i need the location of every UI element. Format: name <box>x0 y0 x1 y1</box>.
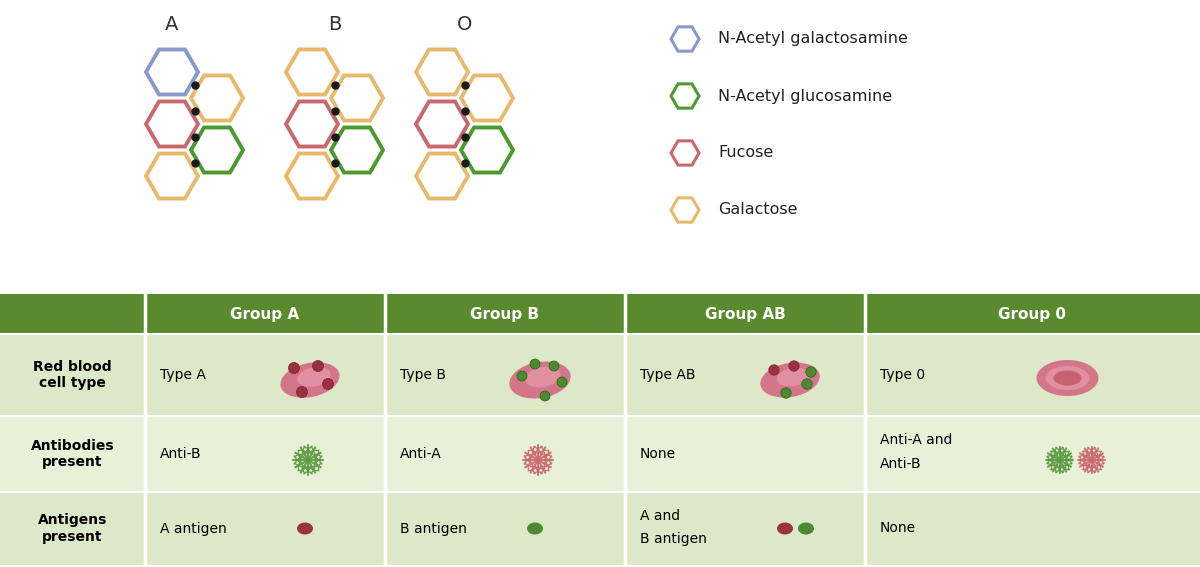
Ellipse shape <box>1054 370 1081 386</box>
Text: Galactose: Galactose <box>718 202 798 218</box>
Ellipse shape <box>298 523 313 535</box>
Bar <box>0 294 1200 334</box>
Circle shape <box>806 367 816 377</box>
Bar <box>0 492 1200 565</box>
Ellipse shape <box>298 367 331 387</box>
Text: Anti-A and: Anti-A and <box>880 433 953 447</box>
Bar <box>0 334 1200 416</box>
Text: Anti-B: Anti-B <box>160 447 202 461</box>
Circle shape <box>530 359 540 369</box>
Ellipse shape <box>527 523 542 535</box>
Text: Antigens
present: Antigens present <box>38 513 107 544</box>
Text: B: B <box>329 15 342 35</box>
Circle shape <box>781 388 791 398</box>
Text: N-Acetyl glucosamine: N-Acetyl glucosamine <box>718 88 892 104</box>
Text: None: None <box>880 522 916 535</box>
Text: Anti-B: Anti-B <box>880 457 922 471</box>
Ellipse shape <box>509 362 571 399</box>
Text: Group AB: Group AB <box>704 307 785 321</box>
Circle shape <box>557 377 568 387</box>
Text: None: None <box>640 447 676 461</box>
Circle shape <box>296 387 307 397</box>
Circle shape <box>312 361 324 371</box>
Ellipse shape <box>1045 366 1090 390</box>
Text: Group B: Group B <box>470 307 540 321</box>
Text: B antigen: B antigen <box>400 522 467 535</box>
Ellipse shape <box>798 523 814 535</box>
Text: Anti-A: Anti-A <box>400 447 442 461</box>
Circle shape <box>802 379 812 389</box>
Text: N-Acetyl galactosamine: N-Acetyl galactosamine <box>718 32 908 46</box>
Ellipse shape <box>778 523 793 535</box>
Circle shape <box>788 361 799 371</box>
Text: A: A <box>166 15 179 35</box>
Circle shape <box>517 371 527 381</box>
Circle shape <box>769 365 779 375</box>
Text: A antigen: A antigen <box>160 522 227 535</box>
Text: Red blood
cell type: Red blood cell type <box>34 360 112 390</box>
Text: B antigen: B antigen <box>640 531 707 545</box>
Circle shape <box>550 361 559 371</box>
Text: Type AB: Type AB <box>640 368 696 382</box>
Text: Antibodies
present: Antibodies present <box>31 439 114 469</box>
Text: Type B: Type B <box>400 368 446 382</box>
Text: Type 0: Type 0 <box>880 368 925 382</box>
Text: Group 0: Group 0 <box>998 307 1067 321</box>
Text: Type A: Type A <box>160 368 206 382</box>
Circle shape <box>540 391 550 401</box>
Circle shape <box>288 362 300 374</box>
Circle shape <box>323 379 334 390</box>
Ellipse shape <box>281 362 340 398</box>
Text: Fucose: Fucose <box>718 146 773 160</box>
Ellipse shape <box>526 367 560 387</box>
Text: O: O <box>457 15 473 35</box>
Bar <box>0 416 1200 492</box>
Ellipse shape <box>761 362 820 397</box>
Text: A and: A and <box>640 510 680 523</box>
Ellipse shape <box>776 367 809 386</box>
Text: Group A: Group A <box>230 307 300 321</box>
Ellipse shape <box>1037 360 1098 396</box>
